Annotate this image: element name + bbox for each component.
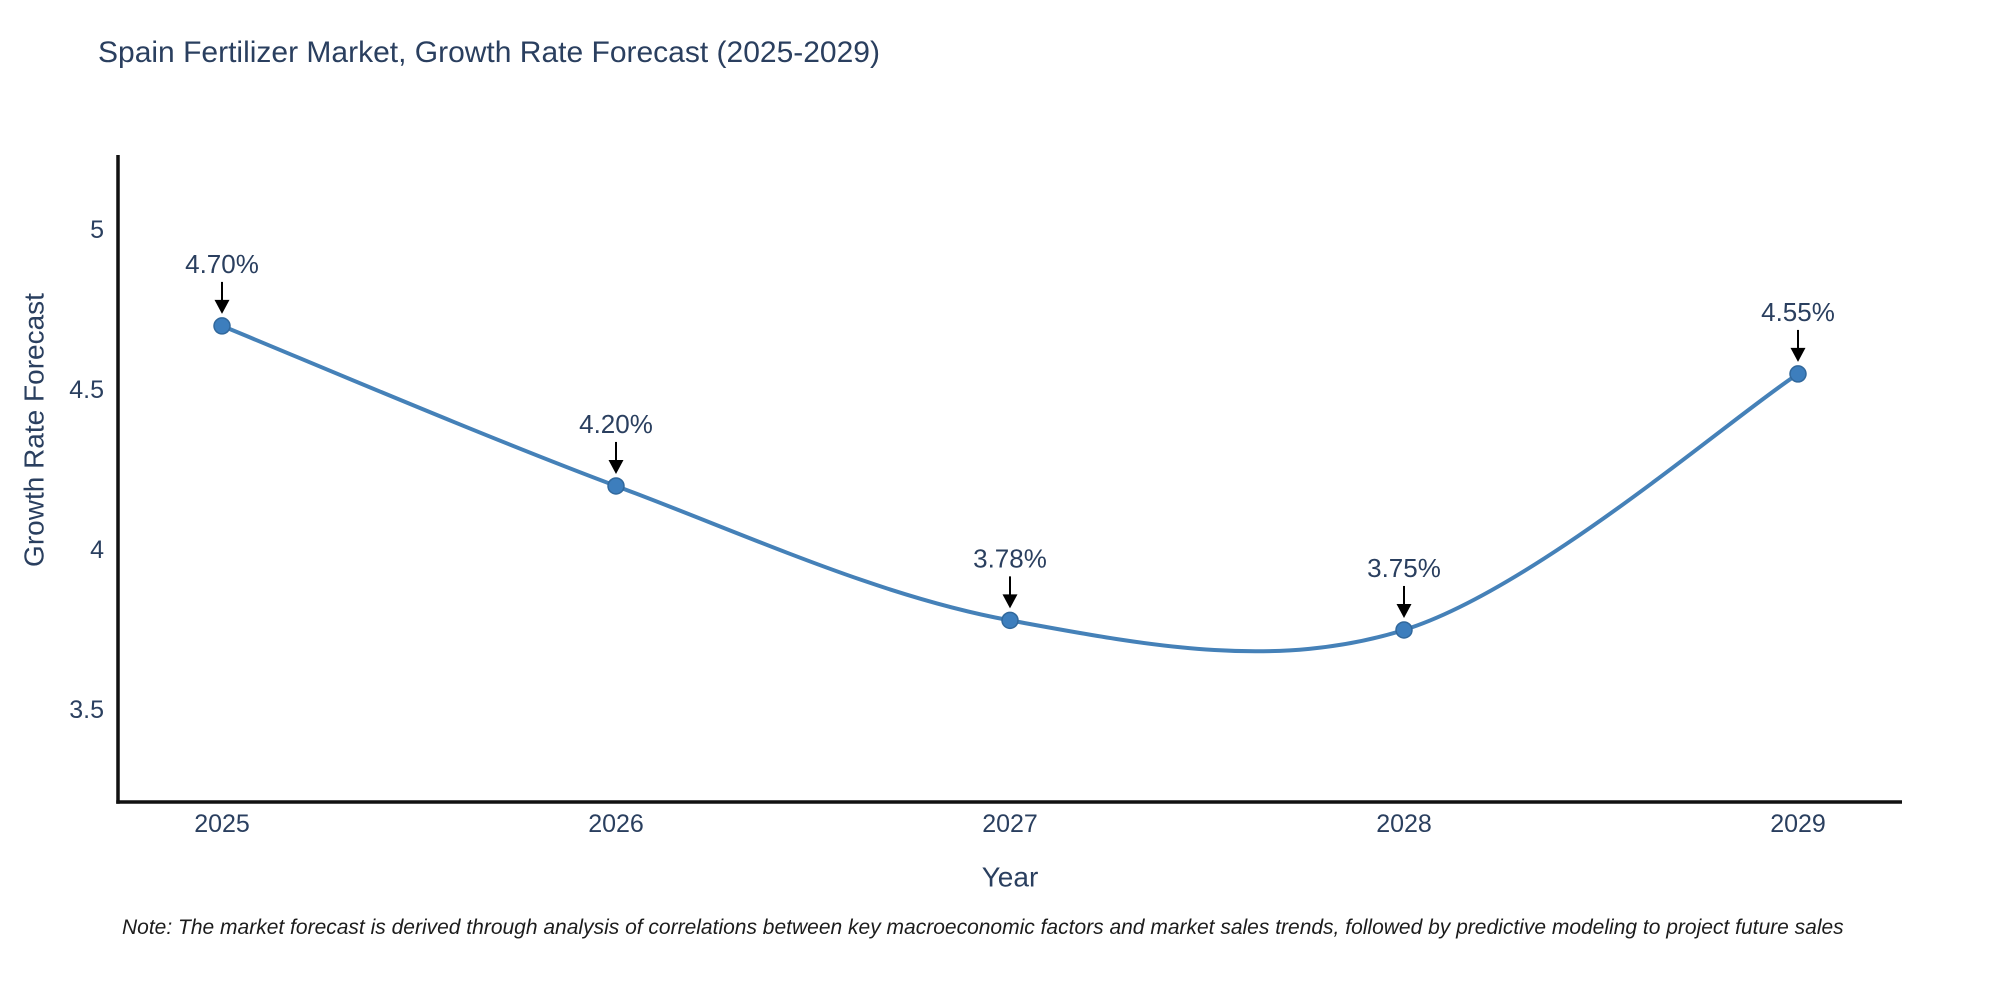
point-annotation: 3.78%: [973, 543, 1047, 573]
x-axis-title: Year: [982, 862, 1039, 893]
x-tick-label: 2027: [982, 810, 1038, 838]
annotation-arrowhead: [1790, 347, 1806, 362]
data-point[interactable]: [1001, 611, 1019, 630]
point-annotation: 3.75%: [1367, 553, 1441, 583]
annotation-arrowhead: [608, 459, 624, 474]
data-point[interactable]: [607, 477, 625, 495]
x-tick-label: 2026: [588, 810, 644, 838]
data-point[interactable]: [1395, 621, 1413, 639]
data-point[interactable]: [1789, 365, 1807, 383]
x-tick-label: 2028: [1376, 810, 1432, 838]
y-tick-label: 4.5: [69, 376, 104, 404]
y-tick-label: 3.5: [69, 696, 104, 724]
y-tick-label: 5: [90, 216, 104, 244]
x-tick-label: 2029: [1770, 810, 1826, 838]
point-annotation: 4.20%: [579, 409, 653, 439]
y-axis-title: Growth Rate Forecast: [19, 293, 50, 567]
point-annotation: 4.70%: [185, 249, 259, 279]
x-tick-label: 2025: [194, 810, 250, 838]
chart-title: Spain Fertilizer Market, Growth Rate For…: [98, 36, 880, 69]
y-tick-label: 4: [90, 536, 104, 564]
point-annotation: 4.55%: [1761, 297, 1835, 327]
annotation-arrowhead: [1002, 594, 1018, 609]
data-point[interactable]: [213, 317, 231, 335]
annotation-arrowhead: [1396, 603, 1412, 618]
footnote: Note: The market forecast is derived thr…: [122, 916, 1844, 939]
annotation-arrowhead: [214, 299, 230, 314]
